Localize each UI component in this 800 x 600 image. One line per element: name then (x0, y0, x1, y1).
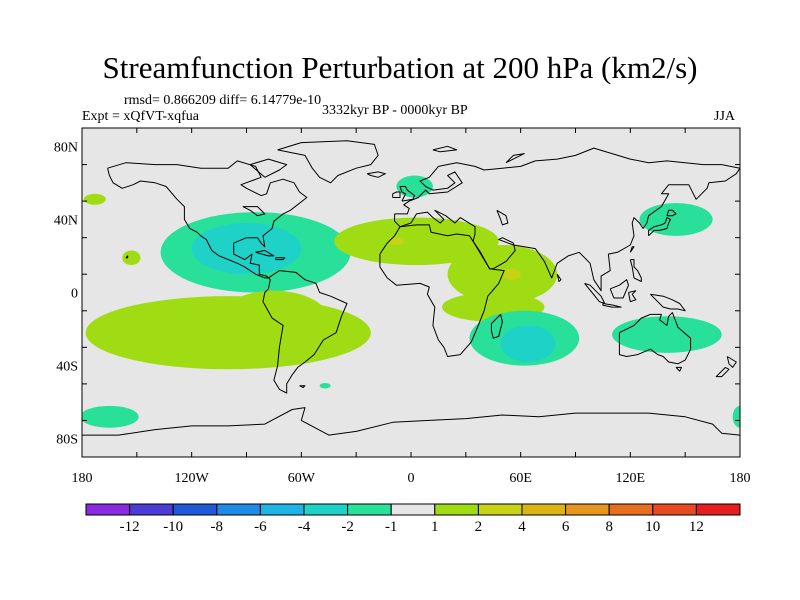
coastline-greenland (277, 140, 379, 184)
anomaly-arabian-sea-core (502, 268, 521, 280)
colorbar-label: -12 (120, 519, 140, 535)
anomaly-north-africa-core (389, 237, 404, 245)
colorbar-label: 6 (562, 519, 570, 535)
lat-label: 0 (71, 287, 78, 302)
colorbar-swatch (172, 503, 218, 516)
anomaly-indian-ocean-core (500, 325, 556, 362)
coastline-great-britain (399, 186, 416, 202)
coastline-falklands (299, 385, 306, 388)
colorbar-swatch (216, 503, 261, 516)
coastline-baffin-island (249, 158, 288, 178)
coastline-borneo (609, 279, 629, 299)
coastline-hawaii (125, 255, 129, 259)
coastline-cuba (255, 250, 275, 257)
coastline-antarctica-coast (82, 407, 740, 436)
anomaly-japan-negative (639, 202, 713, 236)
colorbar-label: -1 (385, 519, 398, 535)
lat-label: 40S (56, 360, 78, 375)
lon-label: 0 (408, 471, 415, 486)
colorbar-label: 4 (518, 519, 526, 535)
lat-label: 80N (54, 140, 78, 155)
coastline-new-zealand-north (726, 356, 737, 368)
colorbar-label: 8 (605, 519, 613, 535)
colorbar-swatch (652, 503, 697, 516)
colorbar-swatch (85, 503, 131, 516)
colorbar-swatch (347, 503, 392, 516)
colorbar-swatch (303, 503, 349, 516)
anomaly-north-africa-positive (334, 217, 499, 266)
anomaly-southern-ocean-right (732, 405, 740, 428)
coastline-south-america (262, 270, 348, 394)
colorbar-label: 10 (645, 519, 660, 535)
colorbar-label: 1 (431, 519, 439, 535)
coastline-taiwan (629, 246, 635, 253)
colorbar-label: -4 (298, 519, 311, 535)
anomaly-southern-ocean-left (82, 405, 139, 428)
colorbar-label: 12 (689, 519, 704, 535)
season-label: JJA (714, 109, 736, 124)
colorbar-label: -6 (254, 519, 267, 535)
anomaly-north-pacific-patch (83, 193, 106, 205)
colorbar-swatch (608, 503, 654, 516)
colorbar: -12 -10 -8 -6 -4 -2 -1 1 2 4 6 8 10 12 (85, 503, 741, 535)
coastline-hokkaido (666, 209, 677, 217)
coastline-layer (82, 140, 740, 436)
colorbar-label: 2 (475, 519, 483, 535)
coastline-caspian-sea (496, 209, 509, 226)
coastline-madagascar (490, 314, 503, 339)
colorbar-swatch (434, 503, 479, 516)
coastline-philippines (629, 259, 642, 282)
anomaly-north-america-core (191, 223, 302, 275)
coastline-great-lakes (242, 206, 266, 217)
axis-ticks (81, 127, 741, 458)
colorbar-label: -2 (341, 519, 354, 535)
colorbar-swatch (129, 503, 174, 516)
lon-label: 60E (509, 471, 532, 486)
anomaly-australia-negative (612, 316, 722, 353)
coastline-new-guinea (650, 293, 686, 312)
lon-label: 120W (175, 471, 210, 486)
axis-labels: 80N 40N 0 40S 80S 180 120W 60W 0 60E 120E 180 (54, 140, 751, 486)
coastline-eurasia (394, 147, 740, 292)
colorbar-swatch (695, 503, 741, 516)
coastline-australia (618, 312, 692, 365)
map-title: Streamfunction Perturbation at 200 hPa (… (102, 50, 698, 85)
lat-label: 40N (54, 213, 78, 228)
coastline-ireland (392, 191, 401, 198)
lat-label: 80S (56, 433, 78, 448)
anomaly-south-pacific-positive-b (219, 290, 329, 350)
colorbar-swatch (477, 503, 523, 516)
coastline-africa (379, 224, 505, 357)
coastline-new-zealand-south (715, 366, 730, 378)
colorbar-swatch (259, 503, 305, 516)
lon-label: 180 (730, 471, 751, 486)
coastline-north-america (107, 160, 308, 279)
coastline-tasmania (675, 366, 682, 372)
lon-label: 60W (288, 471, 316, 486)
coastline-iceland (366, 171, 386, 178)
coastline-java (602, 303, 622, 308)
colorbar-swatch (521, 503, 567, 516)
coastline-svalbard (432, 145, 458, 153)
coastline-sulawesi (628, 290, 637, 303)
stats-label: rmsd= 0.866209 diff= 6.14779e-10 (124, 93, 322, 108)
coastline-japan (648, 217, 671, 237)
coastline-sri-lanka (556, 273, 562, 282)
lon-label: 180 (72, 471, 93, 486)
colorbar-swatch (565, 503, 610, 516)
anomaly-south-atlantic-patch (319, 382, 331, 389)
period-label: 3332kyr BP - 0000kyr BP (322, 103, 468, 118)
colorbar-swatch (390, 503, 436, 516)
anomaly-hawaii-patch (122, 250, 141, 266)
colorbar-label: -10 (163, 519, 183, 535)
coastline-novaya-zemlya (505, 153, 525, 164)
colorbar-label: -8 (211, 519, 224, 535)
experiment-label: Expt = xQfVT-xqfua (82, 109, 200, 124)
coastline-hispaniola (275, 257, 286, 261)
lon-label: 120E (616, 471, 646, 486)
